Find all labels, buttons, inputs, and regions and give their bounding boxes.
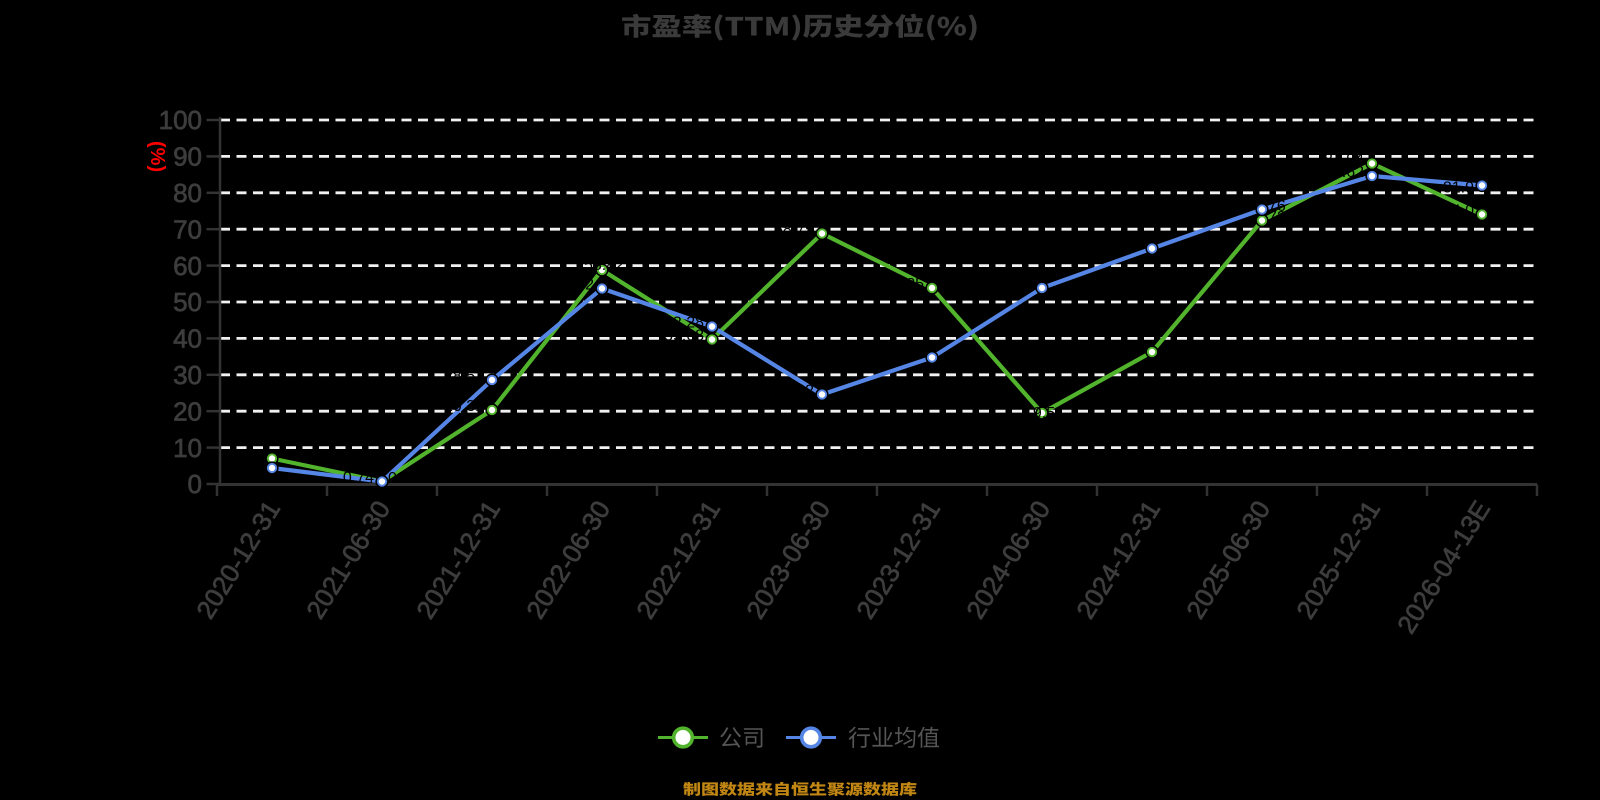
svg-text:20.31: 20.31 xyxy=(444,398,484,415)
svg-text:0.74: 0.74 xyxy=(388,470,419,487)
svg-text:90: 90 xyxy=(173,142,202,172)
svg-text:100: 100 xyxy=(159,105,202,135)
svg-text:70: 70 xyxy=(173,214,202,244)
svg-text:40: 40 xyxy=(173,324,202,354)
svg-text:10: 10 xyxy=(173,433,202,463)
svg-text:87.94: 87.94 xyxy=(1324,152,1364,169)
svg-text:30: 30 xyxy=(173,360,202,390)
svg-text:28.57: 28.57 xyxy=(444,368,484,385)
svg-text:0.74: 0.74 xyxy=(343,470,374,487)
svg-text:72: 72 xyxy=(1268,209,1286,226)
svg-text:81.9: 81.9 xyxy=(1443,180,1474,197)
svg-text:84.62: 84.62 xyxy=(1324,164,1364,181)
svg-text:0: 0 xyxy=(188,469,202,499)
svg-text:76: 76 xyxy=(1268,198,1286,215)
svg-text:50: 50 xyxy=(173,287,202,317)
svg-text:60: 60 xyxy=(173,251,202,281)
svg-text:39.68: 39.68 xyxy=(664,328,704,345)
svg-text:20: 20 xyxy=(173,396,202,426)
svg-text:58.82: 58.82 xyxy=(584,257,624,274)
svg-text:(%): (%) xyxy=(146,141,168,172)
svg-text:53.80: 53.80 xyxy=(994,276,1034,293)
svg-text:36.00: 36.00 xyxy=(1104,340,1144,357)
svg-text:53.85: 53.85 xyxy=(884,276,924,293)
svg-text:68.75: 68.75 xyxy=(774,222,814,239)
svg-text:19.54: 19.54 xyxy=(1024,405,1064,422)
svg-text:64.71: 64.71 xyxy=(1104,237,1144,254)
svg-text:74.0: 74.0 xyxy=(1443,203,1474,220)
svg-text:80: 80 xyxy=(173,178,202,208)
svg-text:34.58: 34.58 xyxy=(884,346,924,363)
svg-text:43.28: 43.28 xyxy=(664,315,704,332)
svg-text:53.72: 53.72 xyxy=(554,277,594,294)
svg-text:24.62: 24.62 xyxy=(774,383,814,400)
